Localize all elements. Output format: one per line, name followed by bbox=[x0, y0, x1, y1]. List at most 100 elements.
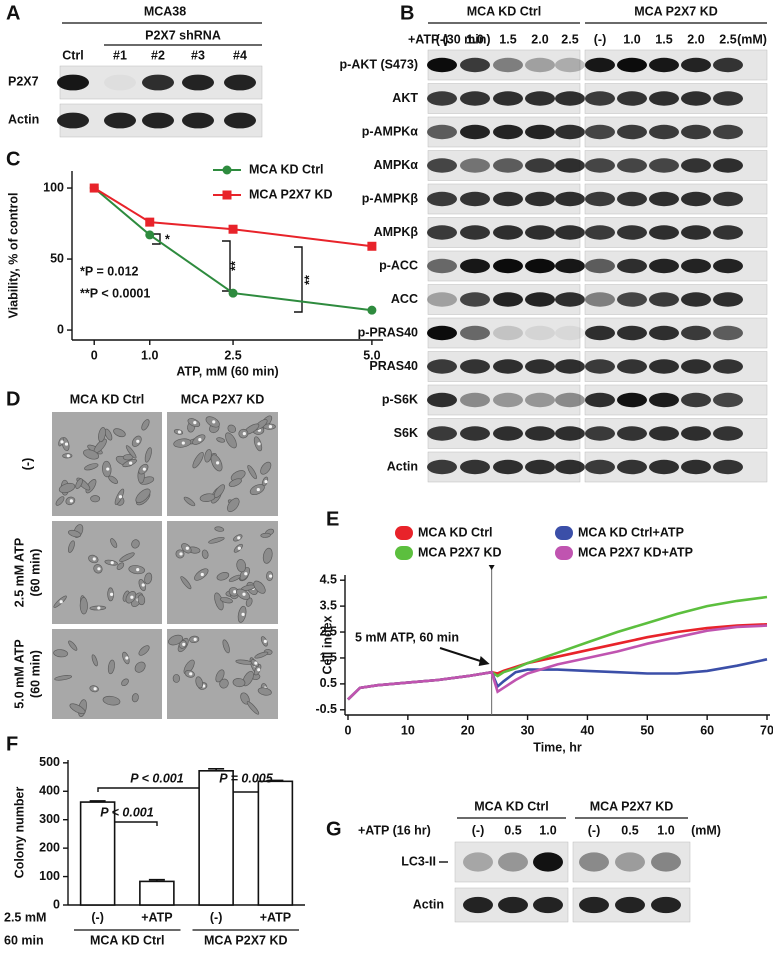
annotation: * bbox=[165, 232, 170, 246]
cell bbox=[84, 463, 99, 471]
group-label: MCA KD Ctrl bbox=[467, 4, 542, 18]
cell bbox=[228, 574, 241, 582]
blot-band bbox=[555, 225, 585, 240]
series-line bbox=[93, 187, 373, 248]
annotation: 5 mM ATP, 60 min bbox=[355, 630, 459, 644]
panel-letter: C bbox=[6, 148, 20, 170]
blot-band bbox=[555, 258, 585, 274]
row-label: 2.5 mM ATP bbox=[12, 538, 26, 607]
panel-letter: B bbox=[400, 2, 414, 24]
cell bbox=[253, 580, 266, 594]
x-tick-label: 5.0 bbox=[363, 348, 380, 362]
point bbox=[89, 183, 99, 193]
cell-highlight bbox=[181, 441, 185, 445]
cell bbox=[104, 428, 113, 441]
blot-band bbox=[585, 258, 615, 274]
blot-band bbox=[713, 191, 743, 207]
lane-label: Ctrl bbox=[62, 48, 84, 62]
blot-band bbox=[493, 91, 523, 106]
cell-highlight bbox=[92, 557, 96, 561]
annotation: P < 0.001 bbox=[130, 771, 183, 785]
x-tick-label: (-) bbox=[210, 910, 223, 924]
y-tick-label: 0.5 bbox=[320, 676, 337, 690]
x-tick-label: (-) bbox=[91, 910, 104, 924]
blot-band bbox=[427, 57, 457, 73]
row-label: Actin bbox=[8, 112, 39, 126]
cell-highlight bbox=[244, 572, 248, 576]
blot-band bbox=[555, 325, 585, 341]
cell bbox=[260, 461, 272, 475]
cell bbox=[220, 597, 233, 604]
cell-highlight bbox=[179, 552, 183, 556]
blot-band bbox=[681, 225, 711, 240]
y-tick-label: 3.5 bbox=[320, 598, 337, 612]
point bbox=[145, 217, 155, 227]
cell bbox=[121, 678, 129, 687]
blot-band bbox=[649, 191, 679, 207]
cell bbox=[192, 451, 204, 469]
error-bar bbox=[89, 800, 106, 803]
cell bbox=[54, 675, 73, 681]
cell bbox=[245, 597, 253, 607]
cell bbox=[107, 659, 115, 675]
blot-band bbox=[681, 124, 711, 140]
blot-band bbox=[617, 258, 647, 274]
blot-band bbox=[493, 426, 523, 441]
panel-letter: G bbox=[326, 818, 342, 840]
cell bbox=[226, 497, 240, 513]
blot-band bbox=[460, 191, 490, 207]
blot-band bbox=[460, 426, 490, 441]
blot-band bbox=[555, 124, 585, 140]
x-tick-label: 60 bbox=[700, 723, 714, 737]
y-tick-label: 0 bbox=[53, 897, 60, 911]
blot-band bbox=[617, 191, 647, 207]
cell-highlight bbox=[109, 592, 114, 596]
point bbox=[367, 305, 377, 315]
cell bbox=[134, 661, 146, 673]
y-tick-label: 400 bbox=[39, 784, 60, 798]
blot-band bbox=[555, 191, 585, 207]
blot-band bbox=[525, 191, 555, 207]
cell-highlight bbox=[59, 600, 63, 604]
legend-swatch bbox=[555, 546, 573, 560]
cell bbox=[180, 576, 192, 590]
lane-label: #2 bbox=[151, 48, 165, 62]
blot-band bbox=[713, 392, 743, 408]
blot-band bbox=[427, 325, 457, 341]
group-label: MCA P2X7 KD bbox=[204, 933, 288, 947]
cell bbox=[144, 572, 153, 585]
blot-band bbox=[525, 158, 555, 173]
lane-label: 2.0 bbox=[531, 32, 548, 46]
row-label: (60 min) bbox=[28, 650, 42, 698]
lane-label: 1.0 bbox=[657, 823, 674, 837]
blot-band bbox=[427, 459, 457, 475]
bracket bbox=[294, 246, 303, 313]
y-tick-label: 200 bbox=[39, 840, 60, 854]
legend-label: MCA KD Ctrl bbox=[249, 162, 324, 176]
blot-band bbox=[585, 426, 615, 441]
legend-swatch bbox=[395, 526, 413, 540]
cell-highlight bbox=[185, 546, 189, 550]
blot-band bbox=[649, 325, 679, 341]
bar bbox=[79, 801, 116, 906]
cell-highlight bbox=[241, 612, 245, 616]
series-line bbox=[347, 624, 768, 701]
legend-marker bbox=[222, 165, 232, 175]
row-label: ACC bbox=[391, 292, 418, 306]
y-tick-label: 1.5 bbox=[320, 650, 337, 664]
cell-highlight bbox=[142, 467, 146, 471]
blot-strip bbox=[572, 841, 691, 883]
cell bbox=[90, 495, 101, 503]
cell-highlight bbox=[141, 583, 145, 587]
cell bbox=[131, 693, 139, 703]
column-label: MCA KD Ctrl bbox=[70, 392, 145, 406]
cell bbox=[214, 526, 225, 532]
blot-band bbox=[555, 359, 585, 374]
cell-highlight bbox=[264, 479, 268, 484]
condition-label: 2.5 mM bbox=[4, 910, 46, 924]
cell-highlight bbox=[130, 595, 134, 599]
x-tick-label: 70 bbox=[760, 723, 773, 737]
blot-band bbox=[555, 91, 585, 106]
cell bbox=[216, 437, 226, 443]
cell-highlight bbox=[129, 461, 133, 465]
